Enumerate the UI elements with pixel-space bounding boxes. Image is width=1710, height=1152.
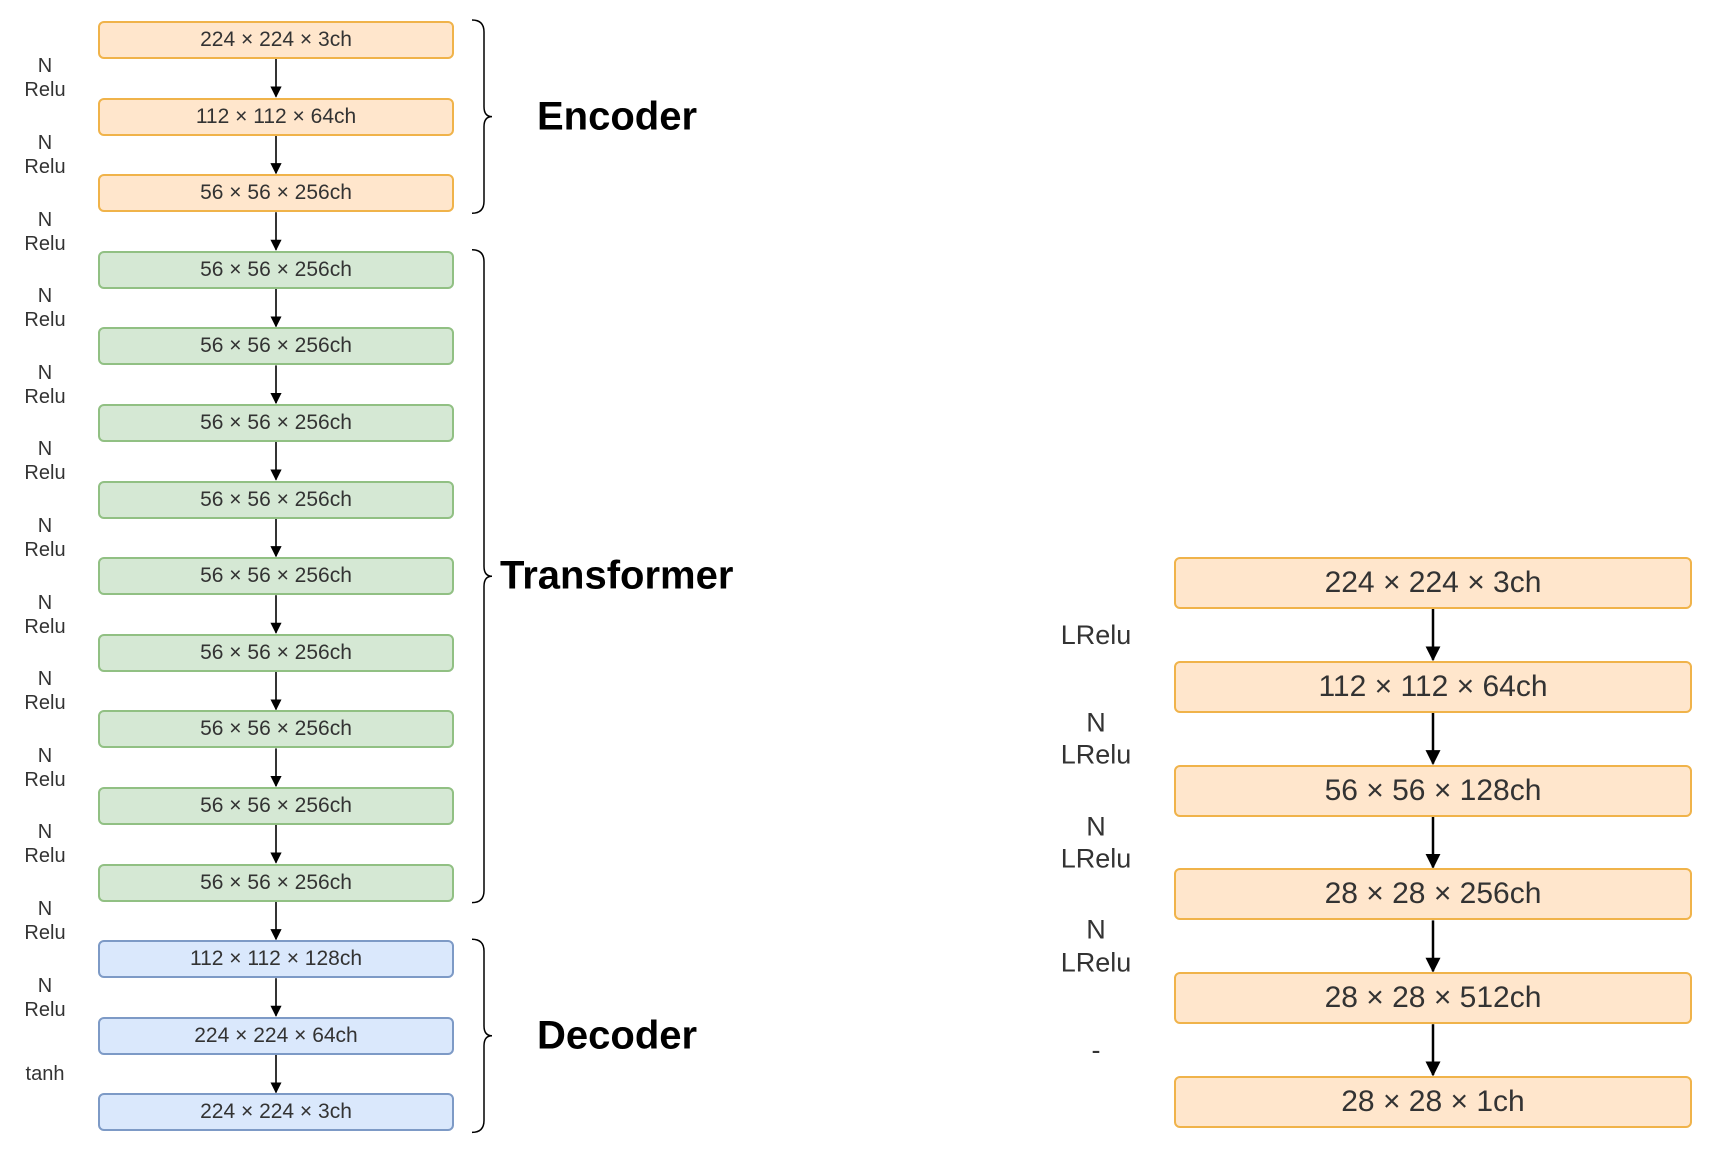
activation-label: N LRelu: [1060, 914, 1132, 978]
decoder-brace: [471, 938, 493, 1134]
discriminator-layer-node: 28 × 28 × 1ch: [1174, 1076, 1692, 1128]
encoder-layer-node: 224 × 224 × 3ch: [98, 21, 454, 59]
discriminator-layer-node: 28 × 28 × 256ch: [1174, 868, 1692, 921]
activation-label: N Relu: [24, 744, 66, 791]
discriminator-layer-node: 112 × 112 × 64ch: [1174, 660, 1692, 713]
transformer-layer-node: 56 × 56 × 256ch: [98, 404, 454, 442]
transformer-layer-node: 56 × 56 × 256ch: [98, 480, 454, 519]
activation-label: N Relu: [24, 821, 66, 868]
activation-label: N Relu: [24, 897, 66, 944]
encoder-layer-node: 112 × 112 × 64ch: [98, 97, 454, 136]
activation-label: N Relu: [24, 591, 66, 638]
activation-label: LRelu: [1060, 619, 1132, 650]
transformer-layer-node: 56 × 56 × 256ch: [98, 710, 454, 749]
activation-label: N Relu: [24, 514, 66, 561]
transformer-layer-node: 56 × 56 × 256ch: [98, 327, 454, 366]
encoder-label: Encoder: [537, 94, 698, 139]
transformer-layer-node: 56 × 56 × 256ch: [98, 863, 454, 902]
transformer-layer-node: 56 × 56 × 256ch: [98, 633, 454, 672]
decoder-layer-node: 224 × 224 × 64ch: [98, 1016, 454, 1055]
discriminator-layer-node: 224 × 224 × 3ch: [1174, 557, 1692, 609]
discriminator-layer-node: 28 × 28 × 512ch: [1174, 972, 1692, 1025]
decoder-layer-node: 112 × 112 × 128ch: [98, 940, 454, 979]
discriminator-layer-node: 56 × 56 × 128ch: [1174, 764, 1692, 817]
transformer-layer-node: 56 × 56 × 256ch: [98, 557, 454, 596]
activation-label: N Relu: [24, 285, 66, 332]
transformer-brace: [471, 249, 493, 904]
activation-label: N Relu: [24, 55, 66, 102]
activation-label: N Relu: [24, 361, 66, 408]
activation-label: N Relu: [24, 438, 66, 485]
encoder-brace: [471, 19, 493, 214]
transformer-layer-node: 56 × 56 × 256ch: [98, 250, 454, 289]
encoder-layer-node: 56 × 56 × 256ch: [98, 174, 454, 213]
activation-label: N LRelu: [1060, 811, 1132, 874]
activation-label: tanh: [25, 1063, 65, 1086]
activation-label: N Relu: [24, 131, 66, 178]
transformer-label: Transformer: [500, 553, 734, 598]
activation-label: N Relu: [24, 974, 66, 1021]
decoder-layer-node: 224 × 224 × 3ch: [98, 1093, 454, 1132]
decoder-label: Decoder: [537, 1013, 698, 1058]
activation-label: N Relu: [24, 208, 66, 255]
activation-label: -: [1091, 1034, 1101, 1065]
activation-label: N LRelu: [1060, 707, 1132, 770]
transformer-layer-node: 56 × 56 × 256ch: [98, 787, 454, 825]
activation-label: N Relu: [24, 668, 66, 715]
